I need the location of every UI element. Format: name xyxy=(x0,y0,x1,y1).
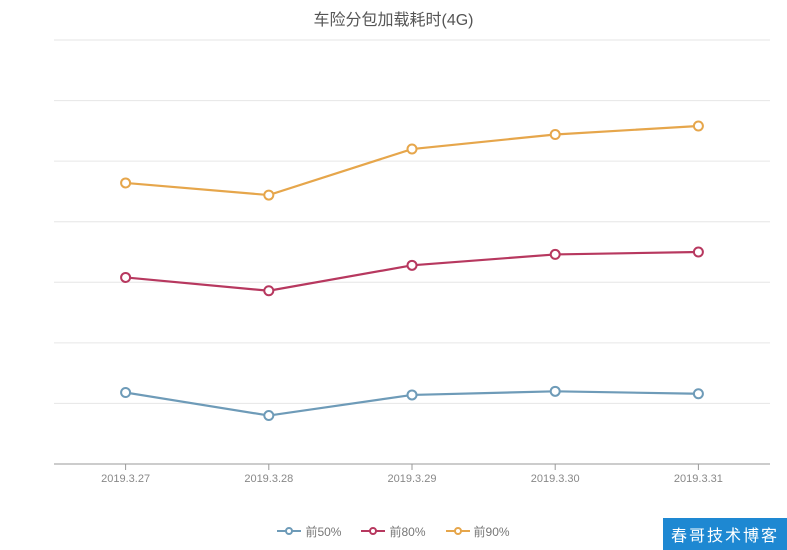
series-marker-0 xyxy=(694,389,703,398)
series-marker-1 xyxy=(408,261,417,270)
legend-swatch-icon xyxy=(277,525,301,537)
x-tick-label: 2019.3.29 xyxy=(388,473,437,485)
series-marker-2 xyxy=(408,145,417,154)
x-tick-label: 2019.3.31 xyxy=(674,473,723,485)
series-marker-2 xyxy=(121,178,130,187)
series-marker-0 xyxy=(264,411,273,420)
legend-label: 前80% xyxy=(389,523,425,540)
legend-label: 前50% xyxy=(305,523,341,540)
series-line-1 xyxy=(126,252,699,291)
series-marker-1 xyxy=(264,286,273,295)
legend-swatch-icon xyxy=(446,525,470,537)
x-tick-label: 2019.3.30 xyxy=(531,473,580,485)
legend-swatch-icon xyxy=(361,525,385,537)
x-tick-label: 2019.3.27 xyxy=(101,473,150,485)
series-marker-0 xyxy=(408,390,417,399)
series-marker-1 xyxy=(121,273,130,282)
series-marker-2 xyxy=(264,191,273,200)
legend-label: 前90% xyxy=(474,523,510,540)
x-tick-label: 2019.3.28 xyxy=(244,473,293,485)
series-marker-1 xyxy=(551,250,560,259)
series-marker-1 xyxy=(694,248,703,257)
chart-plot-svg: 1,5002,0002,5003,0003,5004,0004,5005,000… xyxy=(48,36,776,486)
legend-item-1[interactable]: 前80% xyxy=(361,523,425,540)
series-marker-0 xyxy=(551,387,560,396)
legend-item-0[interactable]: 前50% xyxy=(277,523,341,540)
chart-title: 车险分包加载耗时(4G) xyxy=(0,6,787,30)
chart-container: 车险分包加载耗时(4G) 1,5002,0002,5003,0003,5004,… xyxy=(0,0,787,550)
watermark-badge: 春哥技术博客 xyxy=(663,518,787,550)
legend-item-2[interactable]: 前90% xyxy=(446,523,510,540)
series-line-2 xyxy=(126,126,699,195)
series-marker-2 xyxy=(694,122,703,131)
series-marker-0 xyxy=(121,388,130,397)
series-marker-2 xyxy=(551,130,560,139)
